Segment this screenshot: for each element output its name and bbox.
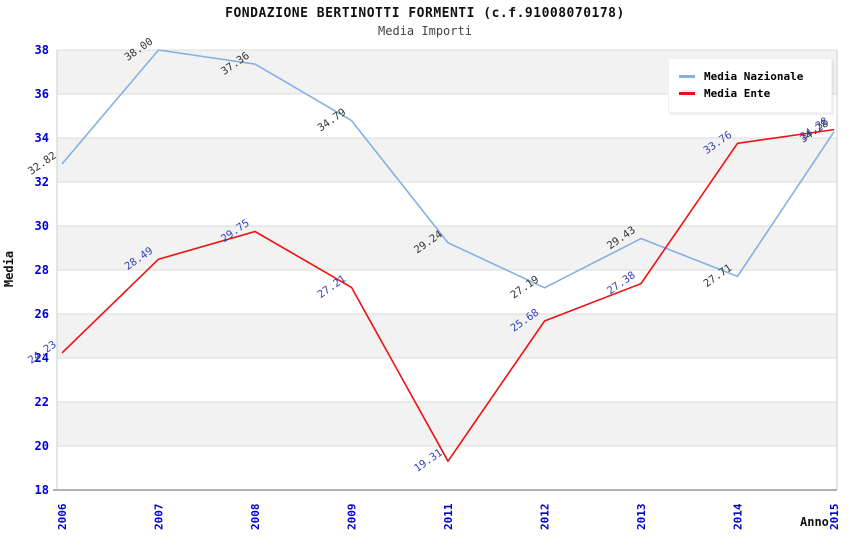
legend-swatch-media-nazionale-icon [679,75,695,78]
x-tick-label: 2013 [635,504,648,531]
y-tick-label: 32 [35,175,49,189]
x-tick-label: 2007 [153,504,166,531]
grid-band [57,314,837,358]
y-axis-title: Media [2,250,16,288]
y-tick-label: 38 [35,43,49,57]
legend-label-media-nazionale: Media Nazionale [704,70,804,83]
x-tick-label: 2011 [442,503,455,530]
y-tick-label: 30 [35,219,49,233]
x-tick-label: 2009 [346,504,359,531]
series-line-0 [61,49,835,289]
y-tick-label: 22 [35,395,49,409]
grid-band [57,226,837,270]
y-tick-label: 26 [35,307,49,321]
legend-swatch-media-ente-icon [679,92,695,95]
point-label: 32.82 [26,150,59,178]
grid-band [57,138,837,182]
x-axis-title: Anno [800,515,829,529]
point-label: 34.79 [315,106,348,134]
legend-label-media-ente: Media Ente [704,87,771,100]
x-tick-label: 2015 [828,504,841,531]
legend-item-media-ente: Media Ente [679,87,821,100]
y-tick-label: 36 [35,87,49,101]
series-line-1 [61,128,835,462]
x-tick-label: 2008 [249,504,262,531]
chart-subtitle: Media Importi [378,24,472,38]
point-label: 27.19 [508,273,541,301]
y-tick-label: 24 [35,351,49,365]
point-label: 27.21 [315,273,348,301]
y-tick-label: 28 [35,263,49,277]
y-tick-label: 20 [35,439,49,453]
y-tick-label: 34 [35,131,49,145]
legend: Media Nazionale Media Ente [668,58,832,113]
x-tick-label: 2014 [732,503,745,530]
legend-item-media-nazionale: Media Nazionale [679,70,821,83]
chart-title: FONDAZIONE BERTINOTTI FORMENTI (c.f.9100… [225,6,625,21]
point-label: 19.31 [412,447,445,475]
x-tick-label: 2006 [56,503,69,530]
y-tick-label: 18 [35,483,49,497]
x-tick-label: 2012 [539,504,552,531]
grid-band [57,402,837,446]
point-label: 27.38 [605,269,638,297]
